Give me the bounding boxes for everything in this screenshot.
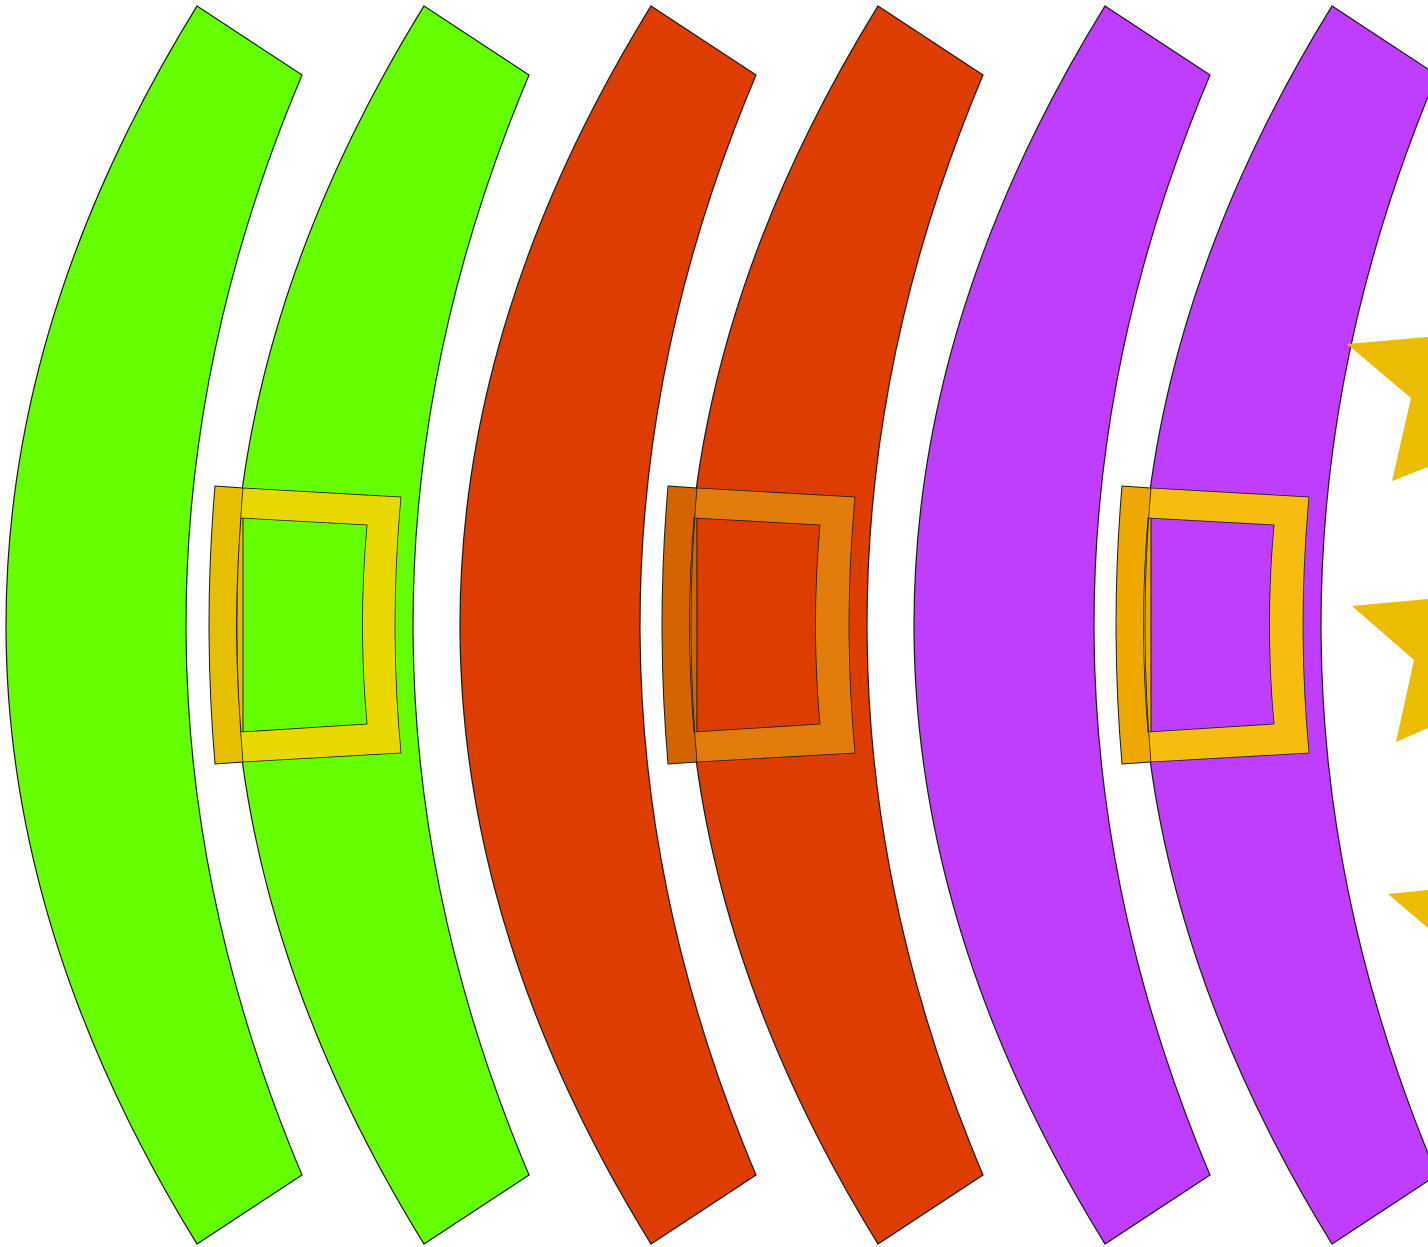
purple-buckle (1115, 485, 1310, 765)
green-buckle (208, 485, 402, 765)
purple-buckle-edge (1115, 485, 1152, 765)
orange-buckle (661, 485, 856, 765)
green-arc-1 (5, 5, 303, 1245)
star-icon (1347, 337, 1428, 481)
orange-buckle-edge (661, 485, 698, 765)
purple-buckle-frame (1143, 487, 1310, 763)
purple-arc-1 (913, 5, 1211, 1245)
orange-buckle-frame (689, 487, 856, 763)
stars (1347, 337, 1428, 928)
star-icon (1352, 599, 1428, 742)
green-buckle-edge (208, 485, 244, 765)
star-icon (1388, 890, 1428, 928)
green-buckle-frame (236, 487, 402, 763)
orange-arc-1 (459, 5, 757, 1245)
